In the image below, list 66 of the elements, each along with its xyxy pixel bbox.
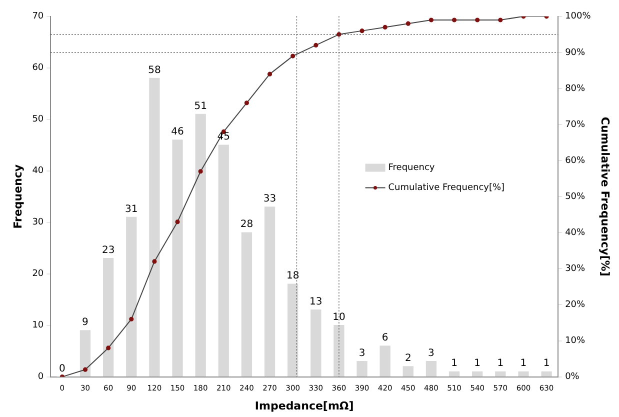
bar (80, 330, 91, 377)
data-label: 1 (543, 358, 550, 370)
data-label: 3 (358, 348, 366, 359)
data-label: 1 (474, 358, 481, 370)
data-label: 13 (310, 296, 322, 308)
y2-axis-title: Cumulative Frequency[%] (598, 116, 612, 276)
data-label: 28 (240, 219, 254, 230)
bar (448, 371, 460, 377)
data-label: 2 (404, 353, 412, 364)
bar (310, 310, 322, 377)
y2-tick-label: 0% (565, 372, 580, 382)
y-tick-label: 70 (32, 12, 44, 22)
y2-tick-label: 30% (565, 264, 586, 274)
y2-tick-label: 40% (565, 228, 586, 238)
legend-label: Cumulative Frequency[%] (388, 183, 505, 194)
y-tick-label: 10 (32, 320, 44, 331)
data-label: 33 (263, 193, 276, 204)
y2-tick-label: 90% (565, 48, 586, 58)
y-tick-label: 30 (32, 218, 44, 228)
data-label: 58 (148, 64, 161, 76)
y-tick-label: 60 (32, 63, 44, 74)
data-label: 1 (451, 358, 458, 370)
y2-tick-label: 70% (565, 120, 586, 130)
y2-tick-label: 50% (565, 192, 586, 202)
data-label: 6 (382, 332, 388, 344)
bar (264, 206, 276, 377)
data-label: 23 (102, 244, 115, 256)
data-label: 31 (125, 204, 138, 215)
bar (541, 371, 552, 377)
data-label: 1 (520, 358, 527, 370)
data-label: 9 (82, 317, 88, 328)
bar (241, 232, 252, 377)
bar (380, 346, 390, 377)
y2-tick-label: 10% (565, 336, 586, 346)
y2-tick-label: 60% (565, 156, 586, 166)
data-label: 1 (497, 358, 504, 370)
data-label: 46 (171, 126, 184, 138)
bar (518, 371, 529, 377)
y-tick-label: 50 (32, 114, 44, 125)
bar (195, 114, 206, 377)
bar (472, 371, 483, 377)
y-axis-title: Frequency (11, 164, 24, 229)
bar (288, 284, 298, 377)
y2-tick-label: 100% (565, 12, 592, 22)
bar (426, 361, 437, 377)
bar (172, 140, 183, 377)
y-tick-label: 40 (32, 166, 44, 176)
bar (218, 144, 229, 377)
bar (495, 371, 506, 377)
data-label: 51 (194, 100, 207, 112)
data-label: 18 (286, 270, 300, 282)
bar (402, 366, 414, 377)
data-label: 10 (332, 312, 346, 323)
legend-label: Frequency (388, 163, 436, 174)
x-axis-title: Impedance[mΩ] (254, 399, 354, 412)
y2-tick-label: 20% (565, 300, 586, 310)
bar (334, 324, 344, 377)
bar (126, 216, 137, 377)
bar (356, 361, 368, 377)
bar (102, 258, 114, 377)
y-tick-label: 20 (32, 269, 44, 280)
bar (149, 78, 160, 377)
y-tick-label: 0 (38, 372, 44, 382)
data-label: 0 (58, 363, 66, 374)
data-label: 3 (428, 348, 434, 359)
y2-tick-label: 80% (565, 84, 586, 94)
